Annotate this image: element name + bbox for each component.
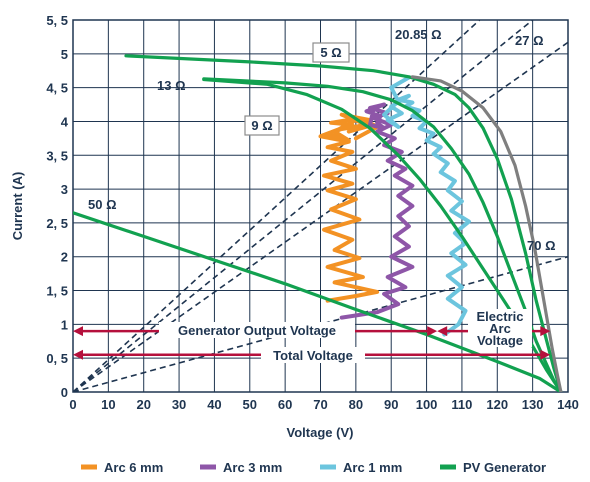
svg-text:Generator Output Voltage: Generator Output Voltage [178, 323, 336, 338]
tick-labels: 0 10 20 30 40 50 60 70 80 90 100 110 120 130 140 0 0, 5 1… [46, 13, 579, 412]
total-voltage-label: Total Voltage [261, 347, 365, 363]
svg-text:Arc 1 mm: Arc 1 mm [343, 460, 402, 475]
legend-item-arc-3mm: Arc 3 mm [200, 460, 282, 475]
legend: Arc 6 mm Arc 3 mm Arc 1 mm PV Generator [81, 460, 546, 475]
x-tick-label: 120 [486, 397, 508, 412]
electric-arc-voltage-label: Electric Arc Voltage [468, 309, 532, 348]
x-tick-label: 140 [557, 397, 579, 412]
x-tick-label: 0 [69, 397, 76, 412]
pv-curve-9-ohm [202, 77, 563, 392]
x-tick-label: 50 [243, 397, 257, 412]
y-tick-label: 5 [61, 47, 68, 62]
arc-6mm-curve [318, 112, 380, 303]
pv-curve-50-ohm [73, 211, 563, 392]
x-tick-label: 10 [101, 397, 115, 412]
y-tick-label: 0, 5 [46, 351, 68, 366]
x-tick-label: 80 [349, 397, 363, 412]
pv-generator-curve [124, 54, 563, 392]
annotation-9-ohm: 9 Ω [244, 115, 280, 136]
pv-curve-gray [410, 75, 563, 392]
x-tick-label: 30 [172, 397, 186, 412]
series-layer [73, 54, 563, 392]
svg-text:PV Generator: PV Generator [463, 460, 546, 475]
x-tick-label: 60 [278, 397, 292, 412]
x-axis-title: Voltage (V) [287, 425, 354, 440]
svg-text:Voltage: Voltage [477, 333, 523, 348]
svg-text:Arc 3 mm: Arc 3 mm [223, 460, 282, 475]
svg-text:Electric: Electric [477, 309, 524, 324]
y-tick-label: 4, 5 [46, 81, 68, 96]
svg-text:Arc: Arc [489, 321, 511, 336]
annotation-13-ohm: 13 Ω [157, 78, 186, 93]
arc-1mm-curve [382, 75, 471, 337]
y-tick-label: 3, 5 [46, 148, 68, 163]
y-tick-label: 2, 5 [46, 216, 68, 231]
y-tick-label: 2 [61, 250, 68, 265]
dashed-resistance-line [73, 41, 568, 392]
svg-text:9 Ω: 9 Ω [251, 118, 272, 133]
pv-curve-13-ohm [202, 77, 563, 392]
annotation-5-ohm: 5 Ω [312, 42, 350, 63]
annotation-70-ohm: 70 Ω [527, 238, 556, 253]
y-tick-label: 1 [61, 317, 68, 332]
legend-item-arc-1mm: Arc 1 mm [320, 460, 402, 475]
svg-text:Total Voltage: Total Voltage [273, 348, 353, 363]
x-tick-label: 90 [384, 397, 398, 412]
annotation-27-ohm: 27 Ω [515, 33, 544, 48]
x-tick-label: 70 [313, 397, 327, 412]
y-tick-label: 4 [61, 114, 69, 129]
x-tick-label: 20 [136, 397, 150, 412]
x-tick-label: 110 [451, 397, 472, 412]
dashed-resistance-line [73, 255, 568, 392]
annotation-50-ohm: 50 Ω [88, 197, 117, 212]
x-tick-label: 130 [522, 397, 544, 412]
y-tick-label: 1, 5 [46, 284, 68, 299]
dashed-resistance-line [73, 20, 534, 392]
annotation-20-85-ohm: 20.85 Ω [395, 27, 442, 42]
x-tick-label: 40 [207, 397, 221, 412]
y-tick-label: 5, 5 [46, 13, 68, 28]
svg-text:Arc 6 mm: Arc 6 mm [104, 460, 163, 475]
y-tick-label: 0 [61, 385, 68, 400]
svg-text:5 Ω: 5 Ω [320, 45, 341, 60]
x-tick-label: 100 [416, 397, 438, 412]
y-tick-label: 3 [61, 182, 68, 197]
legend-item-arc-6mm: Arc 6 mm [81, 460, 163, 475]
arc-3mm-curve [339, 102, 415, 320]
generator-output-voltage-label: Generator Output Voltage [159, 322, 355, 338]
y-axis-title: Current (A) [10, 172, 25, 241]
legend-item-pv-generator: PV Generator [440, 460, 546, 475]
